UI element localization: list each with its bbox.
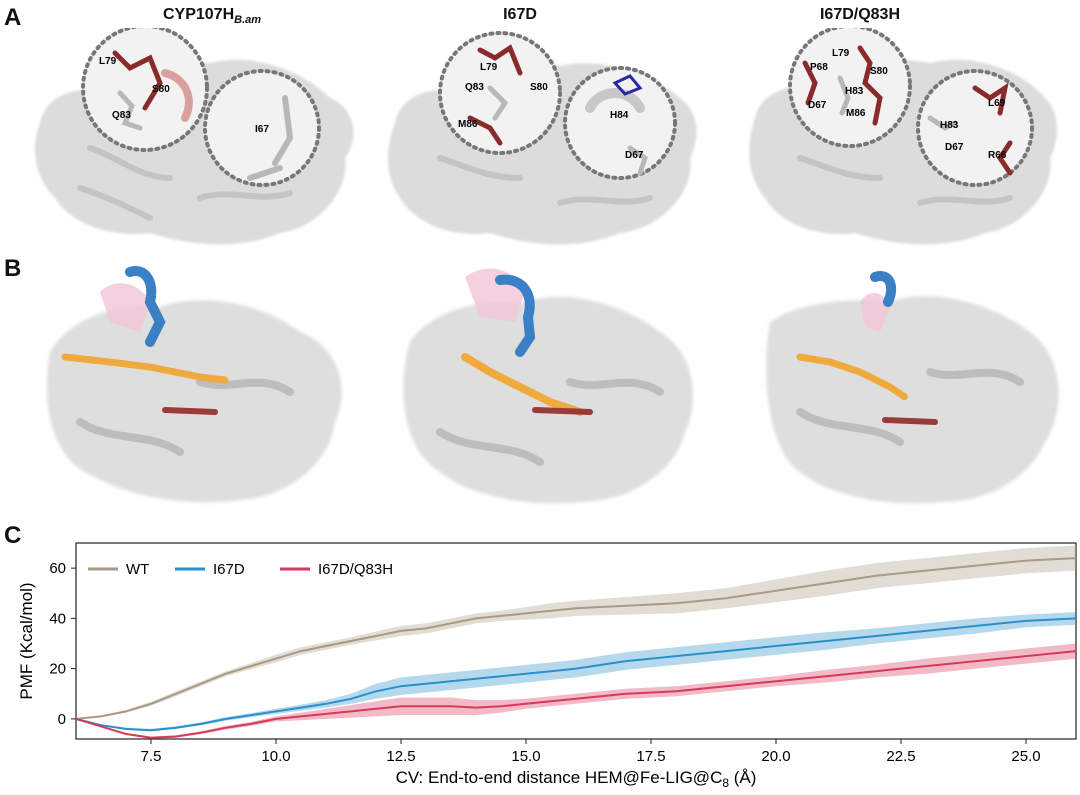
residue-label: H84 bbox=[610, 110, 629, 121]
zoom-circle-i67d-q83h-1: L79 P68 S80 D67 H83 M86 bbox=[788, 28, 912, 148]
residue-label: I67 bbox=[255, 124, 269, 135]
pmf-chart: 7.5 10.0 12.5 15.0 17.5 20.0 22.5 25.0 0204060 … bbox=[17, 542, 1077, 790]
x-tick-label: 15.0 bbox=[511, 748, 540, 765]
chart-legend: WT I67D I67D/Q83H bbox=[88, 561, 393, 578]
protein-surface-b-i67d bbox=[403, 268, 693, 504]
residue-label: P68 bbox=[810, 62, 828, 73]
series-line-1 bbox=[75, 617, 1077, 732]
residue-label: L79 bbox=[99, 56, 117, 67]
zoom-circle-wt-1: L79 S80 Q83 bbox=[81, 28, 209, 152]
panel-b-letter: B bbox=[4, 255, 22, 282]
column-title-i67d: I67D bbox=[503, 6, 537, 23]
residue-label: M86 bbox=[458, 119, 478, 130]
residue-label: L79 bbox=[480, 62, 498, 73]
zoom-circle-i67d-q83h-2: L69 H83 D67 R66 bbox=[916, 69, 1034, 187]
protein-surface-b-i67d-q83h bbox=[766, 271, 1059, 504]
panel-c-letter: C bbox=[4, 522, 22, 549]
series-line-0 bbox=[75, 557, 1077, 720]
legend-label: WT bbox=[126, 561, 149, 578]
residue-label: S80 bbox=[530, 82, 548, 93]
residue-label: L79 bbox=[832, 48, 850, 59]
x-tick-label: 20.0 bbox=[761, 748, 790, 765]
x-tick-label: 17.5 bbox=[636, 748, 665, 765]
x-axis-label: CV: End-to-end distance HEM@Fe-LIG@C8 (Å… bbox=[396, 768, 757, 790]
residue-label: D67 bbox=[945, 142, 964, 153]
residue-label: H83 bbox=[845, 86, 864, 97]
residue-label: Q83 bbox=[112, 110, 131, 121]
y-tick-label: 20 bbox=[49, 661, 66, 678]
y-tick-label: 40 bbox=[49, 610, 66, 627]
column-title-i67d-q83h: I67D/Q83H bbox=[819, 6, 901, 23]
series-band-2 bbox=[76, 643, 1076, 739]
x-tick-label: 25.0 bbox=[1011, 748, 1040, 765]
column-title-wt: CYP107HB.am bbox=[162, 6, 262, 27]
x-tick-label: 10.0 bbox=[261, 748, 290, 765]
plot-frame bbox=[75, 542, 1077, 740]
panel-a-letter: A bbox=[4, 4, 22, 31]
series-band-0 bbox=[76, 545, 1076, 719]
zoom-circle-i67d-1: L79 Q83 S80 M86 bbox=[438, 31, 562, 155]
series-line-2 bbox=[75, 650, 1077, 739]
x-tick-label: 7.5 bbox=[141, 748, 162, 765]
residue-label: L69 bbox=[988, 98, 1006, 109]
residue-label: D67 bbox=[625, 150, 644, 161]
residue-label: M86 bbox=[846, 108, 866, 119]
y-axis-label: PMF (Kcal/mol) bbox=[17, 582, 36, 699]
residue-label: S80 bbox=[870, 66, 888, 77]
legend-label: I67D/Q83H bbox=[318, 561, 393, 578]
protein-surface-b-wt bbox=[47, 266, 342, 503]
residue-label: H83 bbox=[940, 120, 959, 131]
residue-label: S80 bbox=[152, 84, 170, 95]
x-tick-label: 22.5 bbox=[886, 748, 915, 765]
zoom-circle-wt-2: I67 bbox=[203, 69, 321, 187]
panel-b-structures bbox=[47, 266, 1059, 504]
panel-a-structures: L79 S80 Q83 I67 L79 Q83 S80 M86 H84 D67 bbox=[35, 28, 1057, 245]
y-tick-label: 0 bbox=[58, 711, 66, 728]
x-tick-label: 12.5 bbox=[386, 748, 415, 765]
residue-label: Q83 bbox=[465, 82, 484, 93]
y-tick-label: 60 bbox=[49, 560, 66, 577]
zoom-circle-i67d-2: H84 D67 bbox=[563, 66, 677, 180]
residue-label: D67 bbox=[808, 100, 827, 111]
residue-label: R66 bbox=[988, 150, 1007, 161]
legend-label: I67D bbox=[213, 561, 245, 578]
